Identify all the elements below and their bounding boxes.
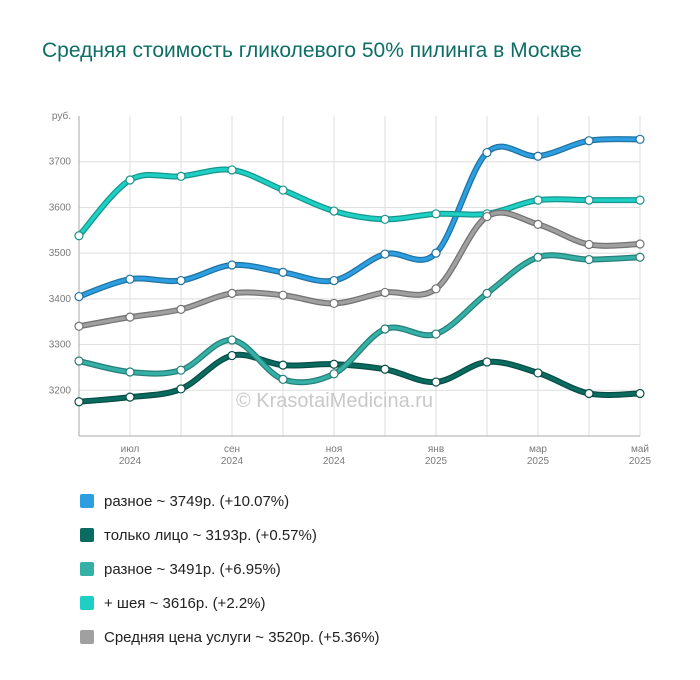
- series-2-point: [125, 367, 135, 377]
- series-0-point: [329, 275, 339, 286]
- legend-item[interactable]: разное ~ 3491р. (+6.95%): [80, 552, 380, 586]
- y-tick-label: 3500: [49, 248, 72, 259]
- series-3-point: [125, 175, 135, 185]
- series-1-point: [227, 350, 237, 361]
- series-4-point: [431, 284, 441, 294]
- x-tick-label-month: янв: [428, 444, 444, 455]
- series-4-point: [227, 288, 237, 298]
- x-tick-label-month: май: [631, 444, 649, 455]
- series-2-point: [584, 254, 594, 265]
- x-tick-label-year: 2024: [323, 456, 346, 467]
- series-0-point: [125, 274, 135, 284]
- legend-label: разное ~ 3749р. (+10.07%): [104, 492, 290, 510]
- series-2-point: [278, 374, 288, 384]
- y-unit-label: руб.: [52, 110, 71, 122]
- series-4-point: [278, 290, 288, 300]
- series-1-point: [482, 357, 492, 367]
- legend-item[interactable]: только лицо ~ 3193р. (+0.57%): [80, 518, 380, 552]
- series-4-point: [380, 287, 390, 298]
- series-0-point: [278, 267, 288, 277]
- series-line-outline-3: [76, 166, 643, 239]
- series-1-point: [74, 397, 84, 407]
- legend-item[interactable]: разное ~ 3749р. (+10.07%): [80, 484, 380, 518]
- series-1-point: [278, 360, 288, 370]
- series-0-point: [635, 134, 645, 144]
- x-tick-label-month: ноя: [326, 444, 343, 455]
- series-4-point: [584, 239, 594, 250]
- series-0-point: [74, 291, 84, 302]
- series-4-point: [329, 298, 339, 309]
- y-tick-label: 3600: [49, 202, 72, 213]
- series-2-point: [533, 252, 543, 262]
- series-3-point: [176, 171, 186, 181]
- chart-legend: разное ~ 3749р. (+10.07%) только лицо ~ 3…: [80, 484, 380, 654]
- legend-item[interactable]: + шея ~ 3616р. (+2.2%): [80, 586, 380, 620]
- series-2-point: [380, 324, 390, 334]
- series-4-point: [482, 211, 492, 222]
- series-1-point: [533, 368, 543, 378]
- y-tick-label: 3400: [49, 294, 72, 305]
- series-0-point: [482, 147, 492, 158]
- series-2-point: [329, 369, 339, 379]
- series-3-point: [380, 214, 390, 224]
- x-tick-label-year: 2025: [527, 456, 550, 467]
- series-4-point: [176, 304, 186, 314]
- series-1-point: [584, 388, 594, 399]
- legend-swatch: [80, 596, 94, 610]
- series-4-point: [533, 219, 543, 229]
- line-chart: 320033003400350036003700руб.июл2024сен20…: [49, 110, 652, 467]
- series-3-point: [74, 231, 84, 241]
- series-0-point: [227, 260, 237, 270]
- legend-swatch: [80, 630, 94, 644]
- series-3-point: [635, 195, 645, 205]
- series-1-point: [329, 359, 339, 369]
- series-2-point: [176, 365, 186, 375]
- series-4-point: [635, 239, 645, 249]
- x-tick-label-year: 2025: [425, 456, 448, 467]
- series-0-point: [431, 248, 441, 258]
- series-0-point: [176, 275, 186, 286]
- x-tick-label-year: 2024: [221, 456, 244, 467]
- series-2-point: [74, 356, 84, 366]
- series-2-point: [227, 335, 237, 345]
- legend-label: Средняя цена услуги ~ 3520р. (+5.36%): [104, 628, 380, 646]
- series-1-point: [176, 384, 186, 394]
- series-3-point: [533, 195, 543, 205]
- y-tick-label: 3300: [49, 340, 72, 351]
- y-tick-label: 3700: [49, 157, 72, 168]
- x-tick-label-year: 2024: [119, 456, 142, 467]
- x-tick-label-month: сен: [224, 444, 240, 455]
- x-tick-label-month: мар: [529, 444, 547, 455]
- series-4-point: [125, 312, 135, 322]
- legend-label: + шея ~ 3616р. (+2.2%): [104, 594, 266, 612]
- x-tick-label-month: июл: [121, 444, 140, 455]
- legend-swatch: [80, 562, 94, 576]
- series-3-point: [278, 185, 288, 195]
- series-2-point: [635, 252, 645, 262]
- series-2-point: [482, 288, 492, 298]
- legend-swatch: [80, 528, 94, 542]
- series-3-point: [329, 206, 339, 216]
- series-3-point: [584, 195, 594, 205]
- series-0-point: [533, 151, 543, 161]
- series-3-point: [227, 165, 237, 175]
- series-line-3: [77, 167, 642, 238]
- legend-item[interactable]: Средняя цена услуги ~ 3520р. (+5.36%): [80, 620, 380, 654]
- legend-swatch: [80, 494, 94, 508]
- series-0-point: [584, 136, 594, 146]
- watermark: © KrasotaiMedicina.ru: [236, 390, 434, 412]
- series-1-point: [380, 364, 390, 374]
- series-1-point: [431, 377, 441, 387]
- series-1-point: [635, 388, 645, 399]
- series-4-point: [74, 321, 84, 331]
- y-tick-label: 3200: [49, 385, 72, 396]
- series-1-point: [125, 392, 135, 402]
- legend-label: разное ~ 3491р. (+6.95%): [104, 560, 281, 578]
- series-0-point: [380, 249, 390, 259]
- series-3-point: [431, 209, 441, 219]
- series-2-point: [431, 329, 441, 339]
- x-tick-label-year: 2025: [629, 456, 652, 467]
- legend-label: только лицо ~ 3193р. (+0.57%): [104, 526, 317, 544]
- chart-title: Средняя стоимость гликолевого 50% пилинг…: [42, 39, 582, 62]
